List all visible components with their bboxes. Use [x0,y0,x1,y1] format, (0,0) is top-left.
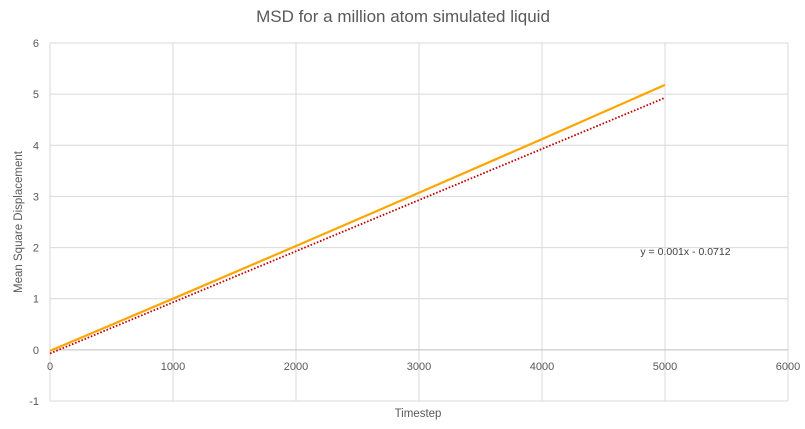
y-tick-label: 4 [33,140,39,152]
trendline-equation: y = 0.001x - 0.0712 [640,246,730,258]
x-tick-label: 0 [47,361,53,373]
x-tick-label: 4000 [530,361,554,373]
x-axis-title: Timestep [395,408,442,420]
x-tick-label: 6000 [776,361,800,373]
y-tick-labels: -1 0 1 2 3 4 5 6 [29,38,39,408]
gridlines [49,42,789,402]
y-axis-title: Mean Square Displacement [13,150,25,293]
y-tick-label: 5 [33,89,39,101]
chart-title: MSD for a million atom simulated liquid [256,7,550,26]
y-tick-label: 3 [33,191,39,203]
x-tick-label: 3000 [407,361,431,373]
x-tick-label: 5000 [653,361,677,373]
y-tick-label: 2 [33,243,39,255]
y-tick-label: 6 [33,38,39,50]
plot-area [49,83,666,355]
x-tick-label: 2000 [284,361,308,373]
y-tick-label: 1 [33,294,39,306]
y-tick-label: 0 [33,345,39,357]
msd-series-line [49,83,666,352]
x-tick-label: 1000 [161,361,185,373]
linear-trendline [49,96,666,355]
y-tick-label: -1 [29,396,39,408]
x-tick-labels: 0 1000 2000 3000 4000 5000 6000 [47,361,800,373]
